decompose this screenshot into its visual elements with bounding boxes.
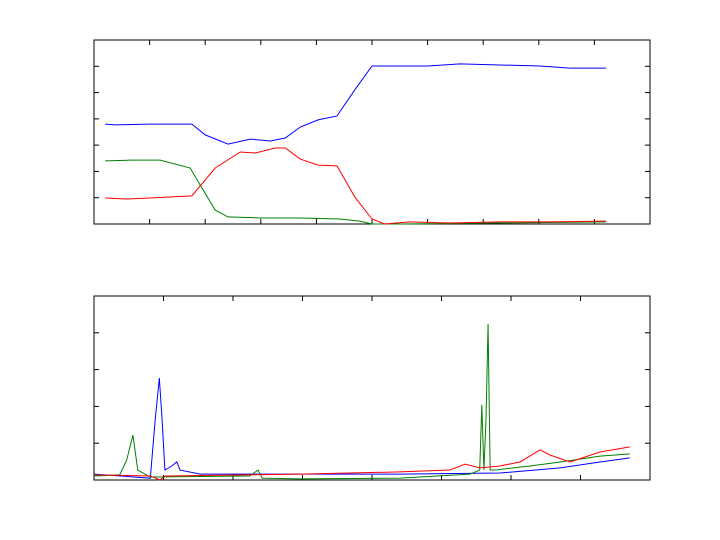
- series-line: [93, 446, 630, 481]
- plot-frame: [93, 295, 651, 481]
- series-line: [105, 63, 607, 145]
- series-line: [105, 159, 607, 225]
- series-line: [105, 147, 607, 225]
- series-line: [93, 378, 630, 479]
- series-line: [93, 323, 630, 480]
